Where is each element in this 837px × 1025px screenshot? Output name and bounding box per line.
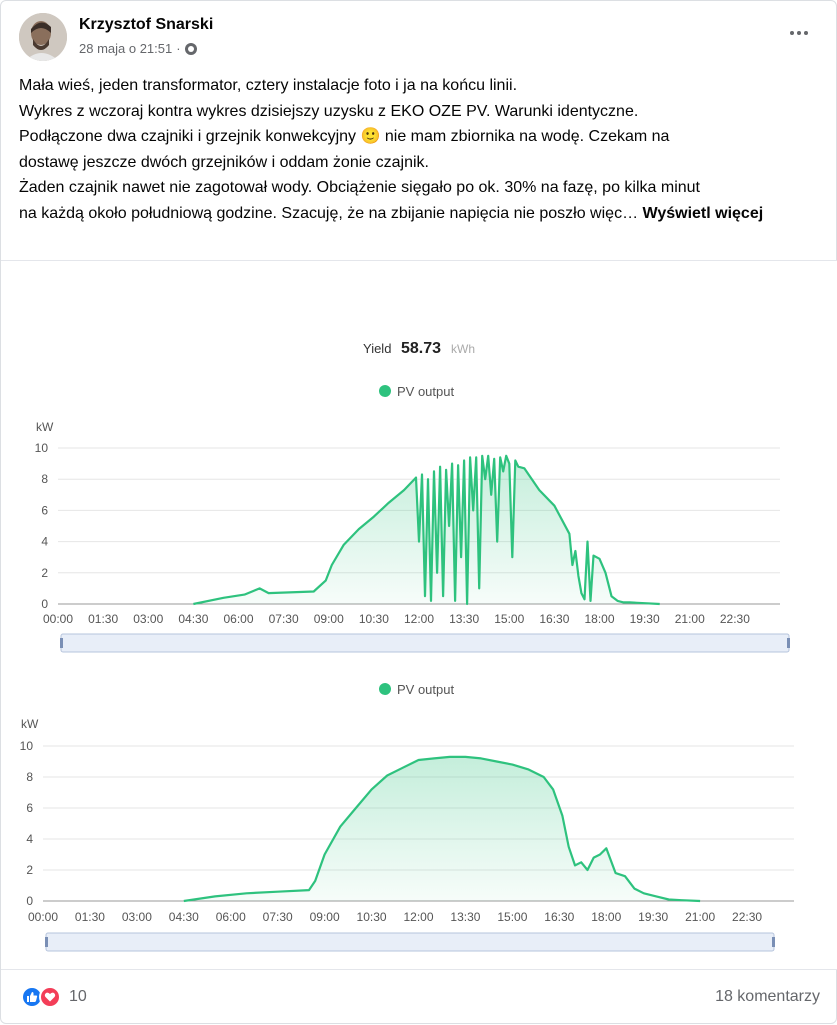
x-tick-label: 21:00 (675, 612, 705, 626)
y-tick-label: 10 (35, 441, 49, 455)
x-tick-label: 06:00 (216, 910, 246, 924)
zoom-slider[interactable] (45, 932, 775, 952)
legend-label: PV output (397, 384, 454, 399)
y-tick-label: 4 (41, 535, 48, 549)
zoom-handle-left[interactable] (60, 638, 63, 648)
yield-label: Yield (363, 341, 391, 356)
series-line-pv-output (193, 454, 660, 606)
y-axis-label: kW (36, 420, 54, 434)
x-tick-label: 12:00 (404, 612, 434, 626)
reaction-count: 10 (69, 988, 87, 1005)
x-tick-label: 19:30 (638, 910, 668, 924)
y-tick-label: 2 (41, 566, 48, 580)
x-tick-label: 13:30 (449, 612, 479, 626)
y-tick-label: 6 (26, 801, 33, 815)
post-text-line: Wykres z wczoraj kontra wykres dzisiejsz… (19, 102, 639, 120)
x-tick-label: 00:00 (43, 612, 73, 626)
post-image[interactable]: Yield 58.73 kWh PV output kW 0 2 4 6 8 10 00:00 0… (1, 261, 837, 969)
y-tick-label: 2 (26, 863, 33, 877)
y-tick-label: 0 (26, 894, 33, 908)
zoom-slider[interactable] (60, 633, 790, 653)
series-line-pv-output (183, 755, 701, 903)
x-tick-label: 00:00 (28, 910, 58, 924)
meta-separator: · (176, 41, 181, 56)
series-area-pv-output (183, 756, 701, 901)
x-tick-label: 03:00 (122, 910, 152, 924)
x-tick-label: 03:00 (133, 612, 163, 626)
post-text-line: dostawę jeszcze dwóch grzejników i oddam… (19, 153, 429, 171)
y-tick-label: 6 (41, 503, 48, 517)
x-tick-label: 22:30 (720, 612, 750, 626)
post-text-line: na każdą około południową godzine. Szacu… (19, 201, 819, 227)
y-axis-label: kW (21, 717, 39, 731)
x-tick-label: 15:00 (497, 910, 527, 924)
yield-unit: kWh (451, 342, 475, 356)
more-options-icon[interactable] (787, 27, 811, 39)
post-header: Krzysztof Snarski 28 maja o 21:51 · (19, 13, 819, 63)
legend-marker (379, 385, 391, 397)
x-tick-label: 01:30 (75, 910, 105, 924)
globe-icon[interactable] (184, 42, 197, 55)
avatar-image (19, 13, 67, 61)
x-tick-label: 16:30 (539, 612, 569, 626)
post-text-line: Mała wieś, jeden transformator, cztery i… (19, 77, 518, 94)
y-tick-label: 8 (26, 770, 33, 784)
x-tick-label: 12:00 (403, 910, 433, 924)
x-tick-label: 10:30 (357, 910, 387, 924)
zoom-handle-right[interactable] (787, 638, 790, 648)
x-tick-label: 21:00 (685, 910, 715, 924)
zoom-handle-left[interactable] (45, 937, 48, 947)
image-divider (1, 260, 837, 261)
x-tick-label: 13:30 (450, 910, 480, 924)
post-text: Mała wieś, jeden transformator, cztery i… (19, 73, 819, 227)
zoom-handle-right[interactable] (772, 937, 775, 947)
legend-label: PV output (397, 682, 454, 697)
x-tick-label: 04:30 (178, 612, 208, 626)
x-tick-label: 18:00 (591, 910, 621, 924)
author-avatar[interactable] (19, 13, 67, 61)
love-reaction-icon (39, 986, 61, 1008)
x-tick-label: 19:30 (630, 612, 660, 626)
series-area-pv-output (193, 455, 660, 604)
post-meta: 28 maja o 21:51 · (79, 41, 197, 56)
y-tick-label: 8 (41, 472, 48, 486)
x-tick-label: 22:30 (732, 910, 762, 924)
x-tick-label: 16:30 (544, 910, 574, 924)
post-timestamp[interactable]: 28 maja o 21:51 (79, 41, 173, 56)
post-text-line: Żaden czajnik nawet nie zagotował wody. … (19, 179, 700, 197)
post-text-line-last: na każdą około południową godzine. Szacu… (19, 204, 639, 222)
author-name[interactable]: Krzysztof Snarski (79, 16, 214, 33)
x-tick-label: 06:00 (223, 612, 253, 626)
x-tick-label: 07:30 (269, 612, 299, 626)
post-footer: 10 18 komentarzy (1, 969, 837, 1025)
y-tick-label: 0 (41, 597, 48, 611)
x-tick-label: 18:00 (584, 612, 614, 626)
x-tick-label: 04:30 (169, 910, 199, 924)
x-tick-label: 09:00 (314, 612, 344, 626)
y-tick-label: 4 (26, 832, 33, 846)
legend-marker (379, 683, 391, 695)
reactions-summary[interactable]: 10 (21, 986, 87, 1008)
post-text-line: Podłączone dwa czajniki i grzejnik konwe… (19, 128, 670, 146)
y-tick-label: 10 (20, 739, 34, 753)
x-tick-label: 09:00 (310, 910, 340, 924)
x-tick-label: 07:30 (263, 910, 293, 924)
comments-count[interactable]: 18 komentarzy (715, 988, 820, 1005)
x-tick-label: 10:30 (359, 612, 389, 626)
yield-value: 58.73 (401, 340, 441, 357)
x-tick-label: 15:00 (494, 612, 524, 626)
x-tick-label: 01:30 (88, 612, 118, 626)
see-more-link[interactable]: Wyświetl więcej (642, 204, 764, 222)
